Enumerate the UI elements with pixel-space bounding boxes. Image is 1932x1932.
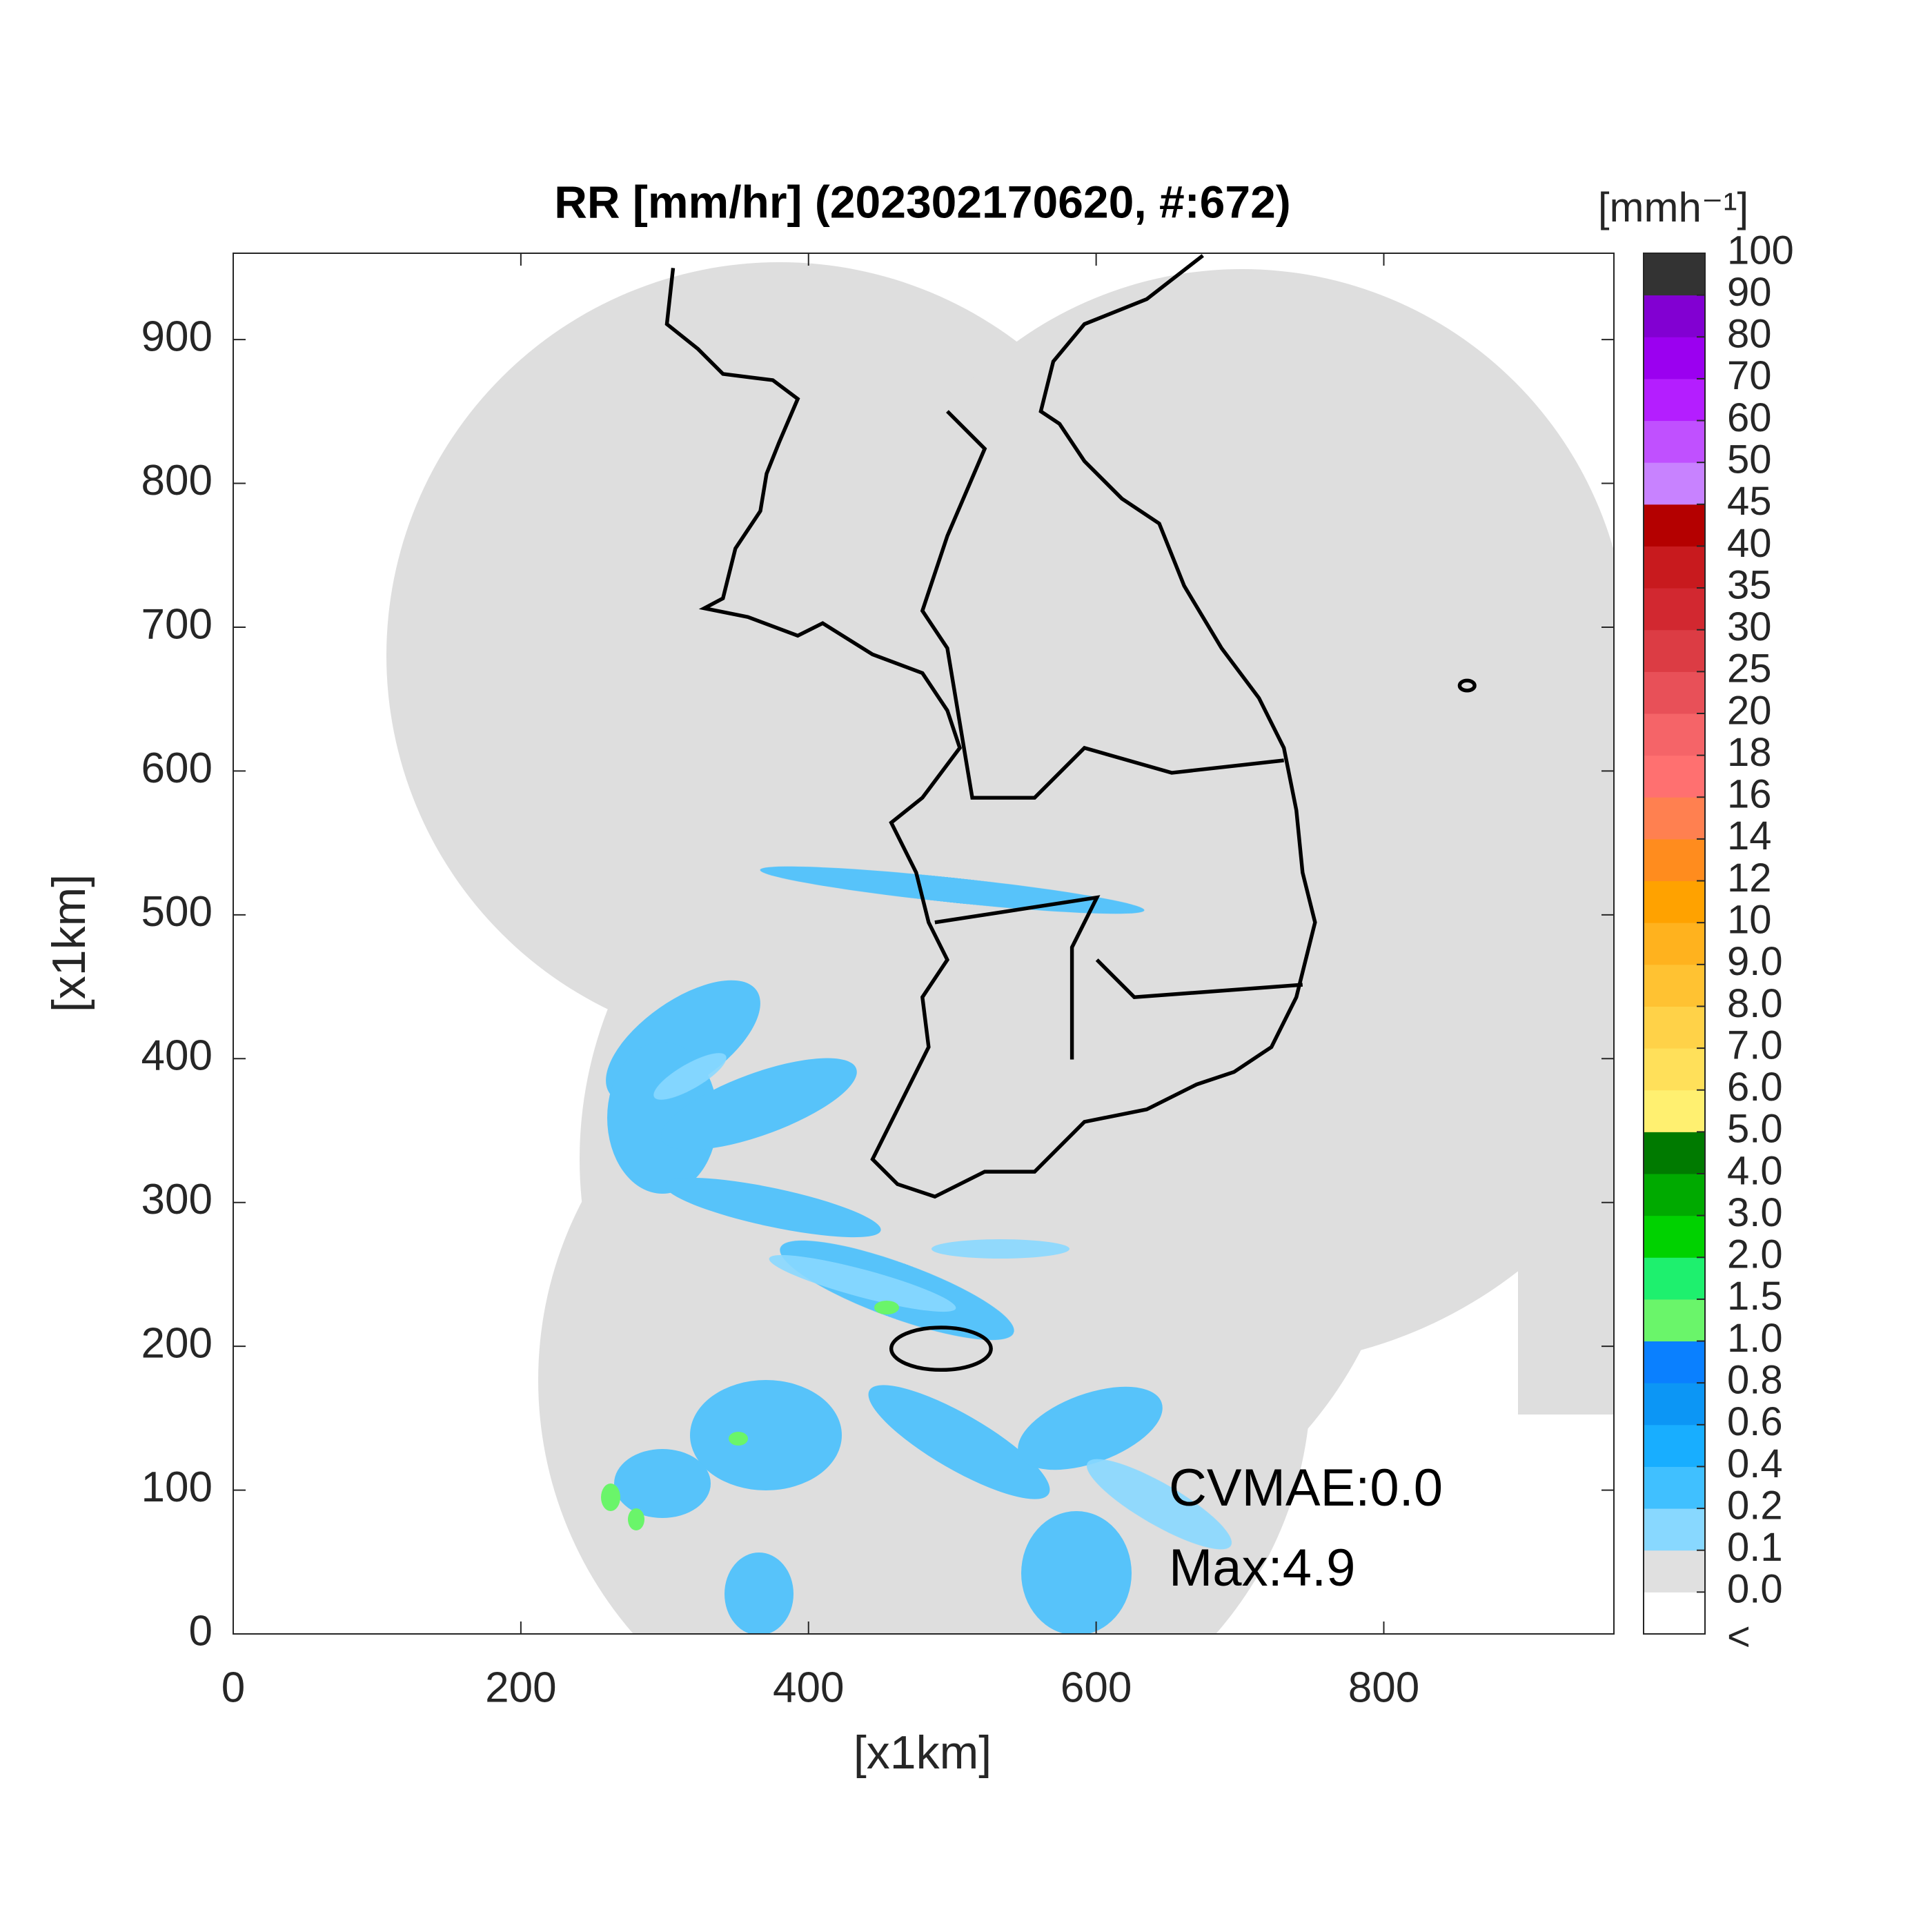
- colorbar-tick-label: 80: [1727, 312, 1772, 357]
- y-tick-label: 500: [141, 888, 213, 936]
- rain-echo-light: [653, 1053, 1232, 1550]
- colorbar-segment: [1644, 713, 1705, 756]
- axes-frame: [233, 253, 1615, 1635]
- x-tick-label: 600: [1061, 1664, 1132, 1711]
- colorbar-tick-label: 6.0: [1727, 1065, 1783, 1110]
- colorbar-segment: [1644, 1090, 1705, 1132]
- colorbar-segment: [1644, 1006, 1705, 1049]
- colorbar-segment: [1644, 671, 1705, 714]
- colorbar-tick-label: 0.4: [1727, 1441, 1783, 1486]
- colorbar-segment: [1644, 1424, 1705, 1467]
- colorbar-tick-label: 30: [1727, 604, 1772, 649]
- colorbar-tick-label: 60: [1727, 395, 1772, 440]
- y-tick-label: 100: [141, 1463, 213, 1511]
- coastline: [664, 254, 1477, 1372]
- colorbar-tick-label: 14: [1727, 814, 1772, 858]
- colorbar-tick-label: 7.0: [1727, 1023, 1783, 1067]
- colorbar-tick-label: 90: [1727, 270, 1772, 315]
- colorbar-segment: [1644, 797, 1705, 840]
- colorbar-tick-label: 16: [1727, 772, 1772, 817]
- colorbar-tick-label: 9.0: [1727, 939, 1783, 984]
- colorbar-title: [mmh⁻¹]: [1598, 184, 1748, 230]
- colorbar-tick-label: 12: [1727, 856, 1772, 900]
- x-axis-label: [x1km]: [854, 1726, 992, 1779]
- colorbar-segment: [1644, 1466, 1705, 1509]
- map-area: [386, 254, 1614, 1634]
- radar-coverage-edge: [1518, 724, 1614, 1414]
- colorbar-tick-label: 0.6: [1727, 1399, 1783, 1444]
- y-tick-label: 0: [189, 1607, 213, 1655]
- colorbar-segment: [1644, 504, 1705, 546]
- colorbar-tick-label: 0.2: [1727, 1483, 1783, 1528]
- y-tick-label: 700: [141, 600, 213, 648]
- colorbar-tick-label: 35: [1727, 562, 1772, 607]
- colorbar-segment: [1644, 1383, 1705, 1426]
- colorbar-segment: [1644, 378, 1705, 422]
- x-tick-label: 800: [1348, 1664, 1419, 1711]
- x-tick-label: 0: [221, 1664, 245, 1711]
- colorbar-segment: [1644, 1299, 1705, 1342]
- colorbar-tick-label: 0.0: [1727, 1567, 1783, 1612]
- colorbar-tick-label: 70: [1727, 353, 1772, 398]
- colorbar-tick-label: 4.0: [1727, 1148, 1783, 1193]
- y-tick-label: 400: [141, 1032, 213, 1080]
- colorbar-frame: [1643, 253, 1706, 1635]
- colorbar-segment: [1644, 1174, 1705, 1216]
- colorbar-tick-label: 1.5: [1727, 1274, 1783, 1319]
- colorbar-tick-label: 8.0: [1727, 981, 1783, 1026]
- colorbar-segment: [1644, 1592, 1705, 1635]
- colorbar-segment: [1644, 755, 1705, 798]
- colorbar-segment: [1644, 337, 1705, 379]
- colorbar-tick-label: 45: [1727, 479, 1772, 524]
- y-tick-label: 800: [141, 457, 213, 504]
- colorbar-segment: [1644, 923, 1705, 965]
- annotation: Max:4.9: [1169, 1539, 1355, 1597]
- colorbar-tick-label: 3.0: [1727, 1190, 1783, 1235]
- colorbar-segment: [1644, 1508, 1705, 1551]
- colorbar-tick-label: 0.1: [1727, 1525, 1783, 1570]
- y-tick-label: 900: [141, 313, 213, 360]
- y-tick-label: 200: [141, 1320, 213, 1368]
- colorbar-tick-label: 10: [1727, 898, 1772, 943]
- colorbar-segment: [1644, 546, 1705, 589]
- x-tick-label: 200: [485, 1664, 556, 1711]
- colorbar-segment: [1644, 1257, 1705, 1300]
- colorbar-tick-label: 50: [1727, 437, 1772, 482]
- colorbar-segment: [1644, 253, 1705, 296]
- colorbar-segment: [1644, 1550, 1705, 1593]
- colorbar-segment: [1644, 964, 1705, 1007]
- colorbar-segment: [1644, 838, 1705, 882]
- colorbar-segment: [1644, 1341, 1705, 1383]
- colorbar-tick-label: 100: [1727, 228, 1794, 273]
- colorbar-tick-label: 1.0: [1727, 1316, 1783, 1361]
- colorbar-tick-label: 20: [1727, 688, 1772, 733]
- colorbar-tick-label: 5.0: [1727, 1107, 1783, 1152]
- x-tick-label: 400: [773, 1664, 844, 1711]
- chart-title: RR [mm/hr] (202302170620, #:672): [554, 176, 1291, 227]
- colorbar-segment: [1644, 462, 1705, 505]
- colorbar-segment: [1644, 880, 1705, 923]
- colorbar-segment: [1644, 295, 1705, 337]
- annotation: CVMAE:0.0: [1169, 1459, 1443, 1517]
- colorbar-segment: [1644, 629, 1705, 672]
- y-tick-label: 600: [141, 745, 213, 792]
- colorbar-tick-label: 18: [1727, 730, 1772, 775]
- colorbar-tick-label: 40: [1727, 521, 1772, 566]
- colorbar-segment: [1644, 1048, 1705, 1091]
- colorbar-tick-label: 2.0: [1727, 1232, 1783, 1277]
- colorbar-segment: [1644, 420, 1705, 463]
- y-axis-label: [x1km]: [43, 874, 95, 1012]
- colorbar-segment: [1644, 588, 1705, 631]
- radar-coverage: [386, 262, 1614, 1634]
- colorbar-tick-label: 25: [1727, 647, 1772, 691]
- colorbar-tick-label: 0.8: [1727, 1358, 1783, 1403]
- colorbar-under-label: <: [1727, 1614, 1751, 1659]
- colorbar-segment: [1644, 1215, 1705, 1258]
- y-tick-label: 300: [141, 1176, 213, 1223]
- colorbar-segment: [1644, 1132, 1705, 1174]
- rain-echo-moderate: [601, 1301, 899, 1530]
